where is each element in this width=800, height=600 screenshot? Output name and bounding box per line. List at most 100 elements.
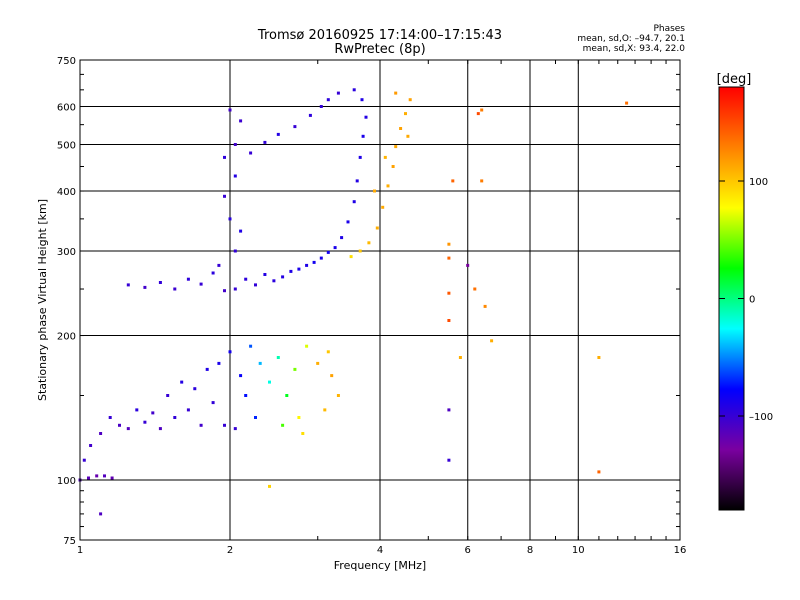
data-point (349, 255, 353, 259)
data-point (158, 427, 162, 431)
data-point (319, 256, 323, 260)
data-point (186, 408, 190, 412)
data-point (99, 432, 103, 435)
data-point (199, 423, 203, 427)
colorbar-tick-label: –100 (749, 412, 773, 423)
data-point (360, 98, 364, 102)
axis-ticks: 1 2 4 6 8 10 16 75 100 200 300 400 500 600 750 (57, 56, 686, 556)
data-point (297, 416, 301, 419)
y-tick-label: 750 (57, 56, 76, 67)
data-point (143, 420, 147, 424)
data-point (228, 350, 232, 354)
data-point (272, 279, 276, 283)
data-point (391, 165, 395, 168)
data-point (336, 91, 340, 95)
phase-stats-x-mode: mean, sd,X: 93.4, 22.0 (582, 44, 685, 54)
data-point (223, 423, 226, 427)
data-point (352, 88, 356, 92)
data-point (394, 91, 398, 95)
data-point (364, 115, 368, 119)
data-point (228, 108, 232, 112)
data-point (89, 444, 93, 447)
data-point (323, 408, 327, 412)
data-point (268, 484, 271, 488)
data-point (305, 263, 309, 267)
data-point (126, 283, 130, 287)
data-point (447, 256, 451, 260)
x-tick-label: 1 (77, 545, 83, 556)
data-point (358, 249, 362, 253)
data-point (399, 127, 403, 130)
data-point (108, 416, 112, 419)
colorbar-tick-label: 0 (749, 295, 755, 306)
data-point (361, 134, 365, 138)
data-point (254, 416, 257, 419)
data-point (346, 220, 350, 224)
data-point (143, 285, 147, 289)
data-point (330, 374, 334, 378)
data-point (447, 319, 451, 322)
data-point (333, 246, 337, 250)
chart-subtitle: RwPretec (8p) (334, 42, 426, 57)
data-point (408, 98, 412, 102)
data-point (281, 275, 285, 279)
y-tick-label: 200 (57, 332, 76, 343)
data-point (358, 155, 362, 159)
data-point (211, 271, 215, 275)
data-point (281, 423, 285, 427)
data-point (186, 277, 190, 281)
data-point (135, 408, 139, 412)
colorbar-label: [deg] (717, 72, 752, 87)
data-point (254, 283, 257, 287)
data-point (193, 387, 197, 391)
x-tick-label: 8 (527, 545, 533, 556)
data-point (263, 140, 267, 144)
data-point (217, 361, 221, 365)
colorbar-ticks: 100 0 –100 (719, 177, 773, 423)
data-point (244, 277, 248, 281)
data-point (597, 356, 601, 359)
x-tick-label: 10 (572, 545, 585, 556)
y-axis-label: Stationary phase Virtual Height [km] (36, 199, 49, 401)
data-point (447, 291, 451, 295)
data-point (180, 380, 184, 384)
data-point (223, 289, 226, 293)
data-point (276, 132, 280, 136)
data-point (394, 145, 398, 149)
y-tick-label: 100 (57, 476, 76, 487)
data-point (480, 108, 484, 112)
data-point (447, 242, 451, 246)
x-tick-label: 6 (465, 545, 471, 556)
data-point (233, 174, 237, 178)
data-point (276, 356, 280, 359)
data-point (166, 394, 170, 397)
data-point (383, 155, 387, 159)
x-tick-label: 16 (674, 545, 687, 556)
data-point (367, 241, 371, 245)
data-point (476, 112, 480, 116)
data-point (233, 287, 237, 291)
data-point (87, 476, 90, 480)
data-point (228, 217, 232, 221)
data-point (118, 423, 121, 427)
data-point (326, 98, 330, 102)
data-point (82, 458, 86, 462)
data-point (233, 249, 237, 253)
data-point (233, 427, 237, 431)
data-point (404, 112, 407, 116)
data-point (99, 512, 103, 516)
data-point (326, 250, 330, 254)
phase-stats-title: Phases (653, 24, 685, 34)
data-point (211, 401, 215, 405)
data-point (151, 411, 155, 415)
data-point (95, 474, 99, 478)
data-point (312, 260, 316, 264)
data-point (386, 184, 390, 188)
chart-title: Tromsø 20160925 17:14:00–17:15:43 (257, 28, 503, 43)
data-point (490, 339, 494, 343)
data-point (223, 194, 226, 198)
data-point (158, 281, 162, 284)
data-point (375, 226, 379, 230)
data-point (293, 367, 297, 371)
